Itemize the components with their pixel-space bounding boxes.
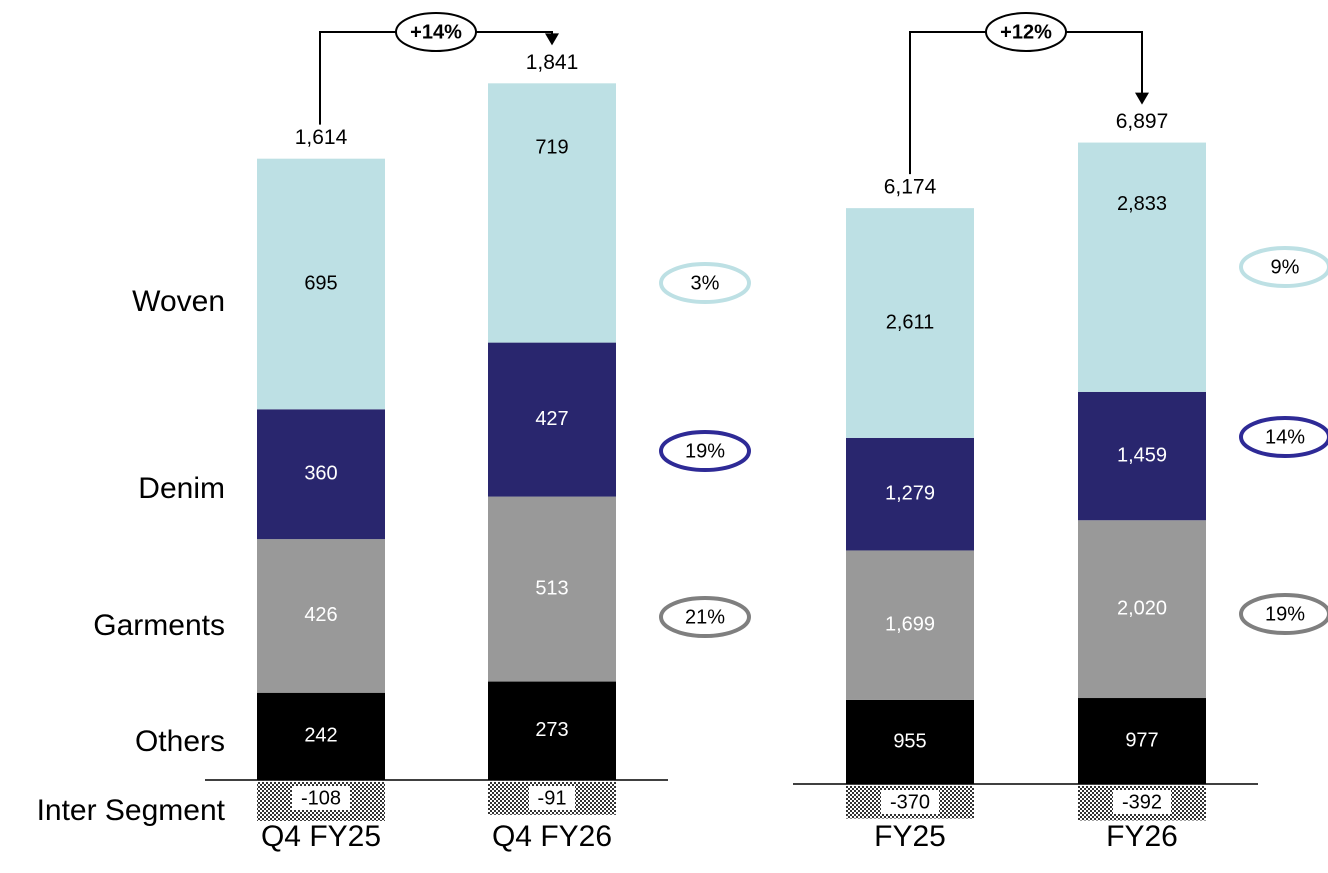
total-label: 6,174 [884,176,937,199]
growth-label-garments: 19% [1265,603,1305,625]
category-label: FY25 [874,820,946,853]
row-label-inter-segment: Inter Segment [37,794,226,827]
inter-segment-label-bg [1113,790,1171,814]
category-label: FY26 [1106,820,1178,853]
inter-segment-label-bg [292,786,350,810]
growth-label-garments: 21% [685,606,725,628]
growth-ellipse-denim [659,430,751,472]
category-label: Q4 FY26 [492,820,612,853]
value-label-woven: 695 [304,272,337,294]
value-label-denim: 1,279 [885,482,935,504]
bar-segment-garments [257,539,385,693]
value-label-others: 273 [535,719,568,741]
total-label: 1,841 [526,51,579,74]
bar-segment-woven [488,83,616,343]
growth-badge-label: +12% [1000,21,1052,43]
bar-segment-woven [846,208,974,438]
bar-segment-denim [257,409,385,540]
value-label-denim: 360 [304,462,337,484]
value-label-woven: 719 [535,136,568,158]
bar-segment-denim [1078,391,1206,521]
bar-segment-denim [846,437,974,551]
value-label-others: 242 [304,725,337,747]
value-label-inter-segment: -91 [538,787,567,809]
bar-segment-woven [257,158,385,410]
bar-segment-garments [488,496,616,682]
growth-badge [395,12,477,52]
inter-segment-label-bg [881,790,939,814]
value-label-garments: 426 [304,604,337,626]
chart-panels: 242 426 360 695 1,614 -108 Q4 FY25 273 513 427 719… [205,12,1328,853]
growth-arrowhead [1135,92,1149,105]
panel-2: 955 1,699 1,279 2,611 6,174 -370 FY25 977 2,020 1… [793,12,1328,853]
inter-segment-label-bg [529,786,575,810]
growth-label-denim: 14% [1265,426,1305,448]
growth-label-woven: 9% [1271,256,1300,278]
bar-segment-others [488,681,616,780]
value-label-garments: 513 [535,577,568,599]
value-label-denim: 427 [535,408,568,430]
value-label-inter-segment: -392 [1122,791,1162,813]
value-label-garments: 2,020 [1117,597,1167,619]
bar-segment-garments [1078,520,1206,699]
growth-badge-label: +14% [410,21,462,43]
value-label-inter-segment: -108 [301,787,341,809]
row-labels: Woven Denim Garments Others Inter Segment [37,285,226,827]
value-label-others: 955 [893,730,926,752]
row-label-garments: Garments [93,609,225,642]
panel-1: 242 426 360 695 1,614 -108 Q4 FY25 273 513 427 719… [205,12,751,853]
value-label-others: 977 [1125,729,1158,751]
total-label: 1,614 [295,126,348,149]
value-label-inter-segment: -370 [890,791,930,813]
growth-ellipse-woven [659,262,751,304]
growth-arrowhead [545,33,559,46]
category-label: Q4 FY25 [261,820,381,853]
row-label-others: Others [135,725,225,758]
growth-ellipse-garments [1239,593,1328,635]
bar-segment-garments [846,550,974,700]
total-label: 6,897 [1116,110,1169,133]
bar-segment-woven [1078,142,1206,392]
growth-ellipse-garments [659,596,751,638]
growth-ellipse-woven [1239,246,1328,288]
bar-segment-others [257,692,385,780]
growth-label-denim: 19% [685,440,725,462]
growth-ellipse-denim [1239,416,1328,458]
bar-segment-others [1078,698,1206,784]
row-label-denim: Denim [138,472,225,505]
bar-segment-denim [488,342,616,497]
value-label-garments: 1,699 [885,613,935,635]
bar-segment-others [846,699,974,784]
value-label-denim: 1,459 [1117,444,1167,466]
growth-label-woven: 3% [691,272,720,294]
value-label-woven: 2,611 [886,311,935,333]
growth-badge [985,12,1067,52]
value-label-woven: 2,833 [1117,193,1167,215]
row-label-woven: Woven [132,285,225,318]
